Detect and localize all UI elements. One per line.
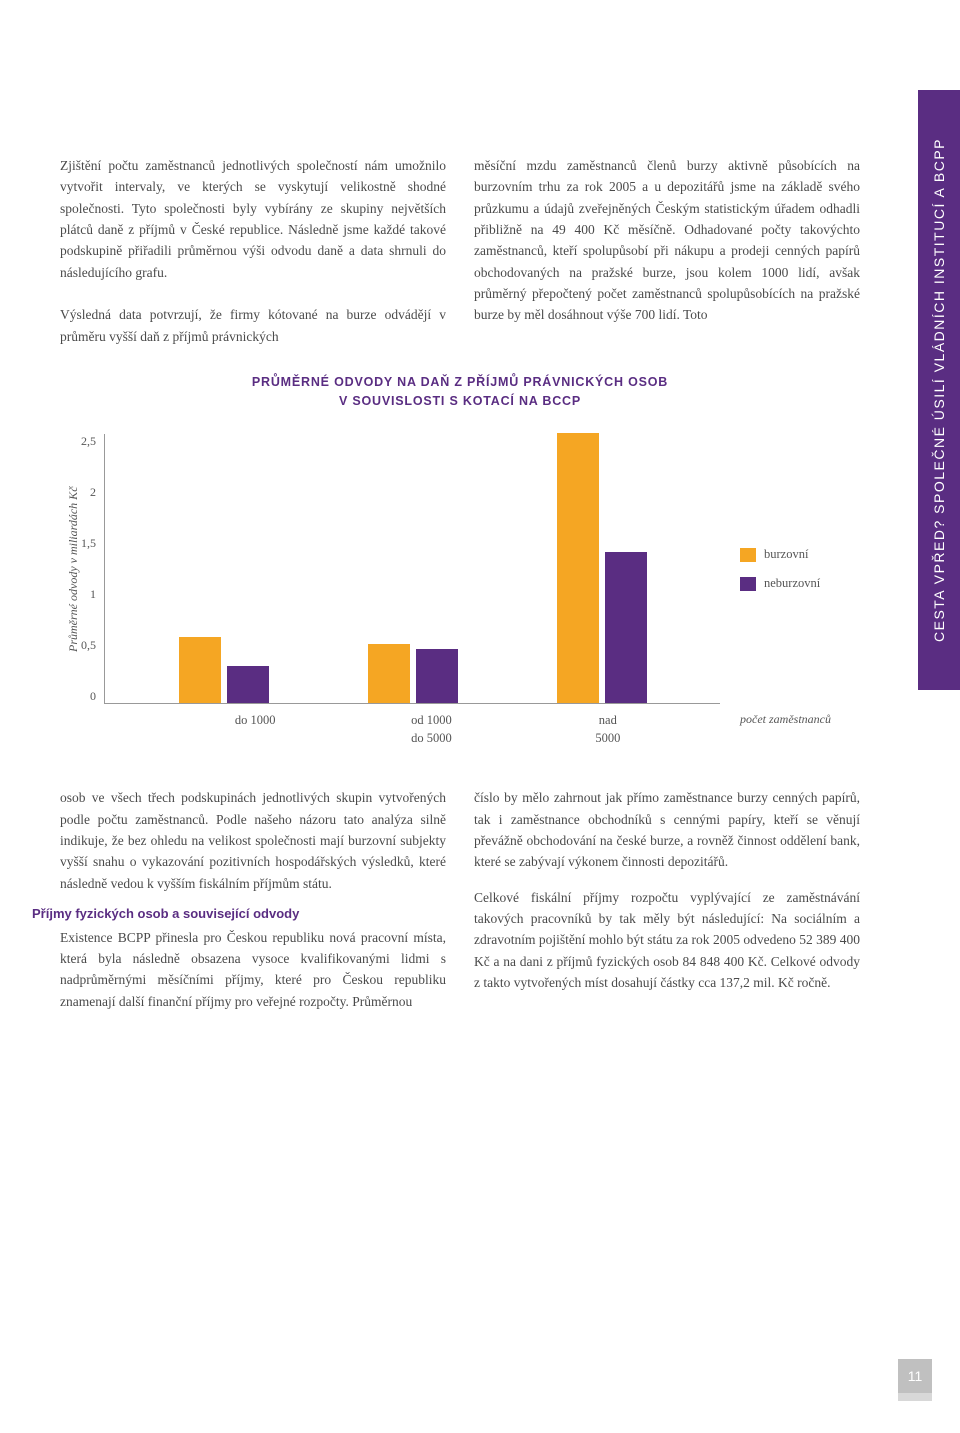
bar bbox=[605, 552, 647, 703]
y-axis-label: Průměrné odvody v miliardách Kč bbox=[60, 434, 81, 704]
y-tick: 2 bbox=[90, 485, 96, 500]
x-label: od 1000 do 5000 bbox=[381, 712, 481, 747]
y-axis-ticks: 2,5 2 1,5 1 0,5 0 bbox=[81, 434, 104, 704]
bottom-right-column: číslo by mělo zahrnout jak přímo zaměstn… bbox=[474, 787, 860, 1011]
legend-item: burzovní bbox=[740, 547, 860, 562]
legend-label: burzovní bbox=[764, 547, 808, 562]
chart-title-line2: V SOUVISLOSTI S KOTACÍ NA BCCP bbox=[339, 394, 581, 408]
bar-group bbox=[179, 637, 269, 704]
y-tick: 1 bbox=[90, 587, 96, 602]
top-left-paragraph: Zjištění počtu zaměstnanců jednotlivých … bbox=[60, 155, 446, 347]
x-label: do 1000 bbox=[205, 712, 305, 747]
top-right-paragraph: měsíční mzdu zaměstnanců členů burzy akt… bbox=[474, 155, 860, 347]
plot-area bbox=[104, 434, 720, 704]
legend-item: neburzovní bbox=[740, 576, 860, 591]
chart-body: Průměrné odvody v miliardách Kč 2,5 2 1,5 1… bbox=[60, 434, 860, 704]
top-columns: Zjištění počtu zaměstnanců jednotlivých … bbox=[60, 155, 860, 347]
bar bbox=[416, 649, 458, 703]
bar-group bbox=[557, 433, 647, 703]
bar bbox=[227, 666, 269, 704]
x-label: nad 5000 bbox=[558, 712, 658, 747]
page-number-shadow bbox=[898, 1393, 932, 1401]
page-content: Zjištění počtu zaměstnanců jednotlivých … bbox=[60, 155, 860, 1038]
bar-group bbox=[368, 644, 458, 703]
bottom-left-column: osob ve všech třech podskupinách jednotl… bbox=[60, 787, 446, 1011]
y-tick: 0,5 bbox=[81, 638, 96, 653]
legend-swatch bbox=[740, 548, 756, 562]
x-axis-title: počet zaměstnanců bbox=[720, 712, 860, 747]
bar bbox=[179, 637, 221, 704]
legend-label: neburzovní bbox=[764, 576, 820, 591]
bottom-left-p2: Existence BCPP přinesla pro Českou repub… bbox=[60, 927, 446, 1012]
legend-swatch bbox=[740, 577, 756, 591]
chart-title: PRŮMĚRNÉ ODVODY NA DAŇ Z PŘÍJMŮ PRÁVNICK… bbox=[60, 373, 860, 411]
side-tab: CESTA VPŘED? SPOLEČNÉ ÚSILÍ VLÁDNÍCH INS… bbox=[918, 90, 960, 690]
bottom-columns: osob ve všech třech podskupinách jednotl… bbox=[60, 787, 860, 1011]
chart-legend: burzovní neburzovní bbox=[720, 434, 860, 704]
x-axis-labels: do 1000 od 1000 do 5000 nad 5000 počet zam… bbox=[60, 712, 860, 747]
page-number: 11 bbox=[898, 1359, 932, 1393]
chart-title-line1: PRŮMĚRNÉ ODVODY NA DAŇ Z PŘÍJMŮ PRÁVNICK… bbox=[252, 375, 668, 389]
subheading: Příjmy fyzických osob a související odvo… bbox=[32, 904, 446, 925]
bottom-right-p2: Celkové fiskální příjmy rozpočtu vyplýva… bbox=[474, 887, 860, 994]
bar bbox=[557, 433, 599, 703]
y-tick: 2,5 bbox=[81, 434, 96, 449]
bottom-left-p1: osob ve všech třech podskupinách jednotl… bbox=[60, 787, 446, 894]
bar bbox=[368, 644, 410, 703]
chart-container: PRŮMĚRNÉ ODVODY NA DAŇ Z PŘÍJMŮ PRÁVNICK… bbox=[60, 373, 860, 748]
y-tick: 0 bbox=[90, 689, 96, 704]
y-tick: 1,5 bbox=[81, 536, 96, 551]
bottom-right-p1: číslo by mělo zahrnout jak přímo zaměstn… bbox=[474, 787, 860, 872]
